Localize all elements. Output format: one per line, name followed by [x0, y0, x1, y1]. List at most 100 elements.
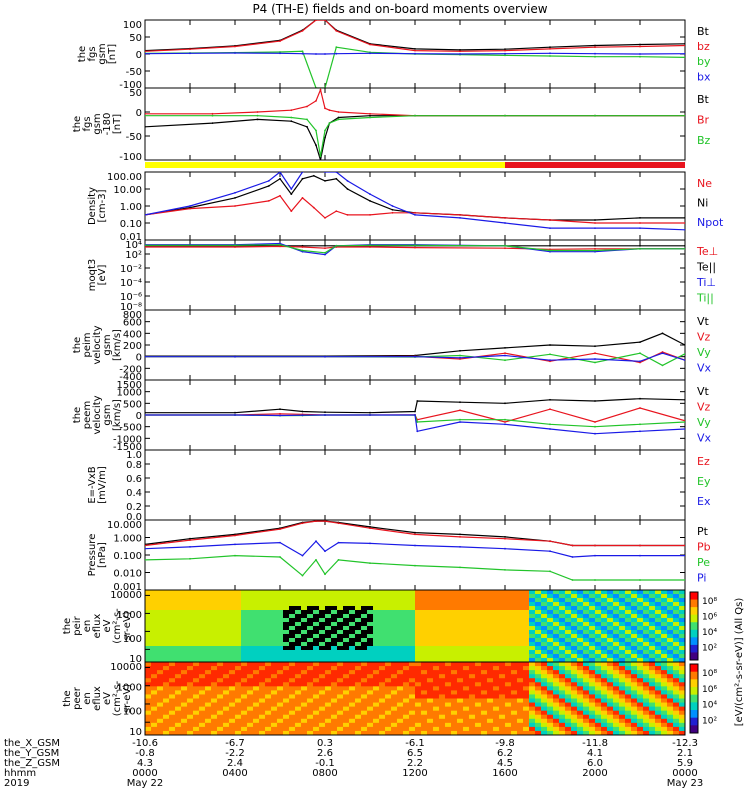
peer-cell: [433, 694, 440, 699]
peer-cell: [253, 718, 260, 724]
peer-cell: [397, 670, 404, 675]
peer-cell: [241, 674, 248, 679]
peer-cell: [655, 722, 662, 728]
peer-cell: [547, 694, 554, 699]
peir-cell: [301, 610, 308, 615]
peer-cell: [199, 714, 206, 720]
peir-cell: [391, 598, 398, 603]
peer-cell: [529, 686, 536, 691]
peer-cell: [499, 710, 506, 716]
peer-cell: [439, 718, 446, 724]
peir-cell: [451, 650, 458, 655]
peir-cell: [337, 602, 344, 607]
peir-cell: [343, 594, 350, 599]
peer-cell: [505, 694, 512, 699]
peer-cell: [295, 702, 302, 708]
peir-cell: [433, 634, 440, 639]
peer-cell: [595, 706, 602, 712]
fgs_r-point: [328, 109, 331, 112]
peer-cell: [415, 678, 422, 683]
peem-point: [549, 398, 551, 401]
peir-cell: [589, 658, 596, 663]
panel-temp: moqt3 [eV]10⁴10²10⁻²10⁻⁴10⁻⁶10⁻⁸Te⊥Te||Ti…: [87, 239, 718, 313]
peer-cell: [451, 678, 458, 683]
peer-cell: [181, 694, 188, 699]
peir-cell: [655, 590, 662, 595]
peir-cell: [661, 658, 668, 663]
peir-cell: [571, 630, 578, 635]
peir-cell: [283, 610, 290, 615]
peer-cell: [289, 662, 296, 667]
peir-cell: [583, 654, 590, 659]
peir-cell: [265, 646, 272, 651]
peir-cell: [241, 606, 248, 611]
peer-cell: [625, 674, 632, 679]
fgs-point: [504, 49, 506, 52]
peer-cell: [199, 722, 206, 728]
peer-cell: [331, 718, 338, 724]
peer-cell: [145, 722, 152, 728]
peer-cell: [571, 698, 578, 704]
peir-cell: [487, 638, 494, 643]
peer-cell: [307, 674, 314, 679]
peer-cell: [199, 726, 206, 732]
peer-cell: [349, 718, 356, 724]
peir-cell: [325, 646, 332, 651]
peir-cell: [205, 638, 212, 643]
peir-cell: [271, 594, 278, 599]
peir-cell: [271, 622, 278, 627]
peir-cell: [409, 606, 416, 611]
peer-cell: [211, 666, 218, 671]
peir-cell: [637, 614, 644, 619]
peir-cell: [205, 646, 212, 651]
peir-cell: [547, 638, 554, 643]
fgs-point: [639, 55, 641, 58]
pressure-point: [684, 554, 685, 557]
peer-cell: [331, 670, 338, 675]
peer-cell: [253, 730, 260, 736]
peer-cell: [601, 670, 608, 675]
peer-cell: [421, 678, 428, 683]
peer-cell: [505, 678, 512, 683]
peir-cell: [223, 654, 230, 659]
peir-cell: [631, 634, 638, 639]
peer-cell: [187, 706, 194, 712]
peir-cell: [259, 642, 266, 647]
peer-cell: [589, 670, 596, 675]
peir-cell: [187, 618, 194, 623]
peer-cell: [403, 670, 410, 675]
peir-cell: [157, 602, 164, 607]
peer-cell: [181, 710, 188, 716]
peer-cell: [331, 674, 338, 679]
peer-cell: [523, 726, 530, 732]
density-point: [189, 205, 191, 207]
peer-cell: [169, 730, 176, 736]
peer-cell: [457, 682, 464, 687]
peir-cell: [259, 638, 266, 643]
peer-cell: [355, 726, 362, 732]
peer-cell: [415, 686, 422, 691]
peir-cell: [271, 658, 278, 663]
peer-cell: [313, 722, 320, 728]
peer-colorbar-tick: 10²: [702, 716, 717, 726]
peer-cell: [409, 678, 416, 683]
peir-cell: [343, 626, 350, 631]
peir-cell: [619, 622, 626, 627]
peer-cell: [643, 718, 650, 724]
peir-cell: [475, 646, 482, 651]
peir-cell: [457, 590, 464, 595]
peer-cell: [565, 714, 572, 720]
peir-cell: [535, 658, 542, 663]
peir-cell: [643, 610, 650, 615]
peir-cell: [253, 646, 260, 651]
peir-cell: [337, 610, 344, 615]
peer-cell: [367, 714, 374, 720]
peer-cell: [649, 706, 656, 712]
peer-cell: [301, 730, 308, 736]
peer-cell: [553, 662, 560, 667]
peer-cell: [493, 666, 500, 671]
pressure-ytick-label: 0.010: [113, 569, 142, 580]
peir-cell: [625, 602, 632, 607]
peir-cell: [283, 606, 290, 611]
peer-cell: [481, 698, 488, 704]
